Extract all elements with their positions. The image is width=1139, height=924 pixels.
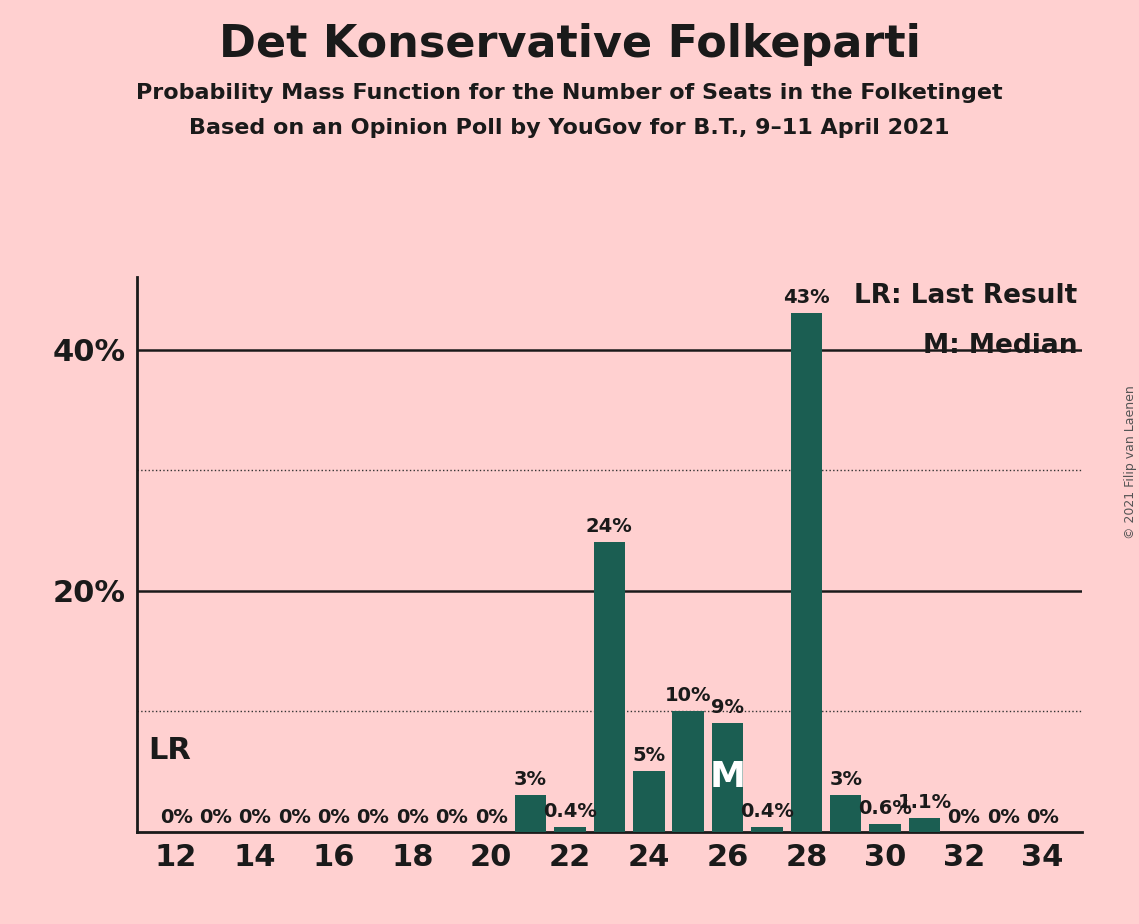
Text: Probability Mass Function for the Number of Seats in the Folketinget: Probability Mass Function for the Number…: [137, 83, 1002, 103]
Bar: [752, 827, 782, 832]
Text: 0%: 0%: [475, 808, 508, 827]
Text: 10%: 10%: [665, 686, 712, 705]
Bar: [712, 723, 744, 832]
Text: 0.4%: 0.4%: [740, 802, 794, 821]
Bar: [909, 819, 941, 832]
Text: 0%: 0%: [948, 808, 981, 827]
Text: Based on an Opinion Poll by YouGov for B.T., 9–11 April 2021: Based on an Opinion Poll by YouGov for B…: [189, 118, 950, 139]
Text: 24%: 24%: [585, 517, 633, 536]
Text: 9%: 9%: [711, 699, 744, 717]
Bar: [515, 796, 547, 832]
Text: 0%: 0%: [199, 808, 232, 827]
Text: 1.1%: 1.1%: [898, 794, 951, 812]
Bar: [555, 827, 585, 832]
Text: Det Konservative Folkeparti: Det Konservative Folkeparti: [219, 23, 920, 67]
Bar: [830, 796, 861, 832]
Bar: [672, 711, 704, 832]
Text: M: M: [710, 760, 746, 795]
Text: 0%: 0%: [317, 808, 350, 827]
Text: 0.6%: 0.6%: [858, 799, 912, 819]
Text: 0%: 0%: [357, 808, 390, 827]
Bar: [790, 313, 822, 832]
Text: © 2021 Filip van Laenen: © 2021 Filip van Laenen: [1124, 385, 1137, 539]
Bar: [869, 824, 901, 832]
Text: LR: LR: [148, 736, 191, 765]
Text: 5%: 5%: [632, 747, 665, 765]
Text: M: Median: M: Median: [923, 333, 1077, 359]
Text: LR: Last Result: LR: Last Result: [854, 283, 1077, 309]
Text: 0%: 0%: [396, 808, 429, 827]
Text: 0%: 0%: [238, 808, 271, 827]
Text: 43%: 43%: [782, 288, 829, 308]
Text: 3%: 3%: [514, 771, 547, 789]
Bar: [633, 772, 664, 832]
Text: 0.4%: 0.4%: [543, 802, 597, 821]
Text: 0%: 0%: [1026, 808, 1059, 827]
Text: 0%: 0%: [435, 808, 468, 827]
Text: 0%: 0%: [159, 808, 192, 827]
Bar: [593, 542, 625, 832]
Text: 0%: 0%: [278, 808, 311, 827]
Text: 3%: 3%: [829, 771, 862, 789]
Text: 0%: 0%: [986, 808, 1019, 827]
